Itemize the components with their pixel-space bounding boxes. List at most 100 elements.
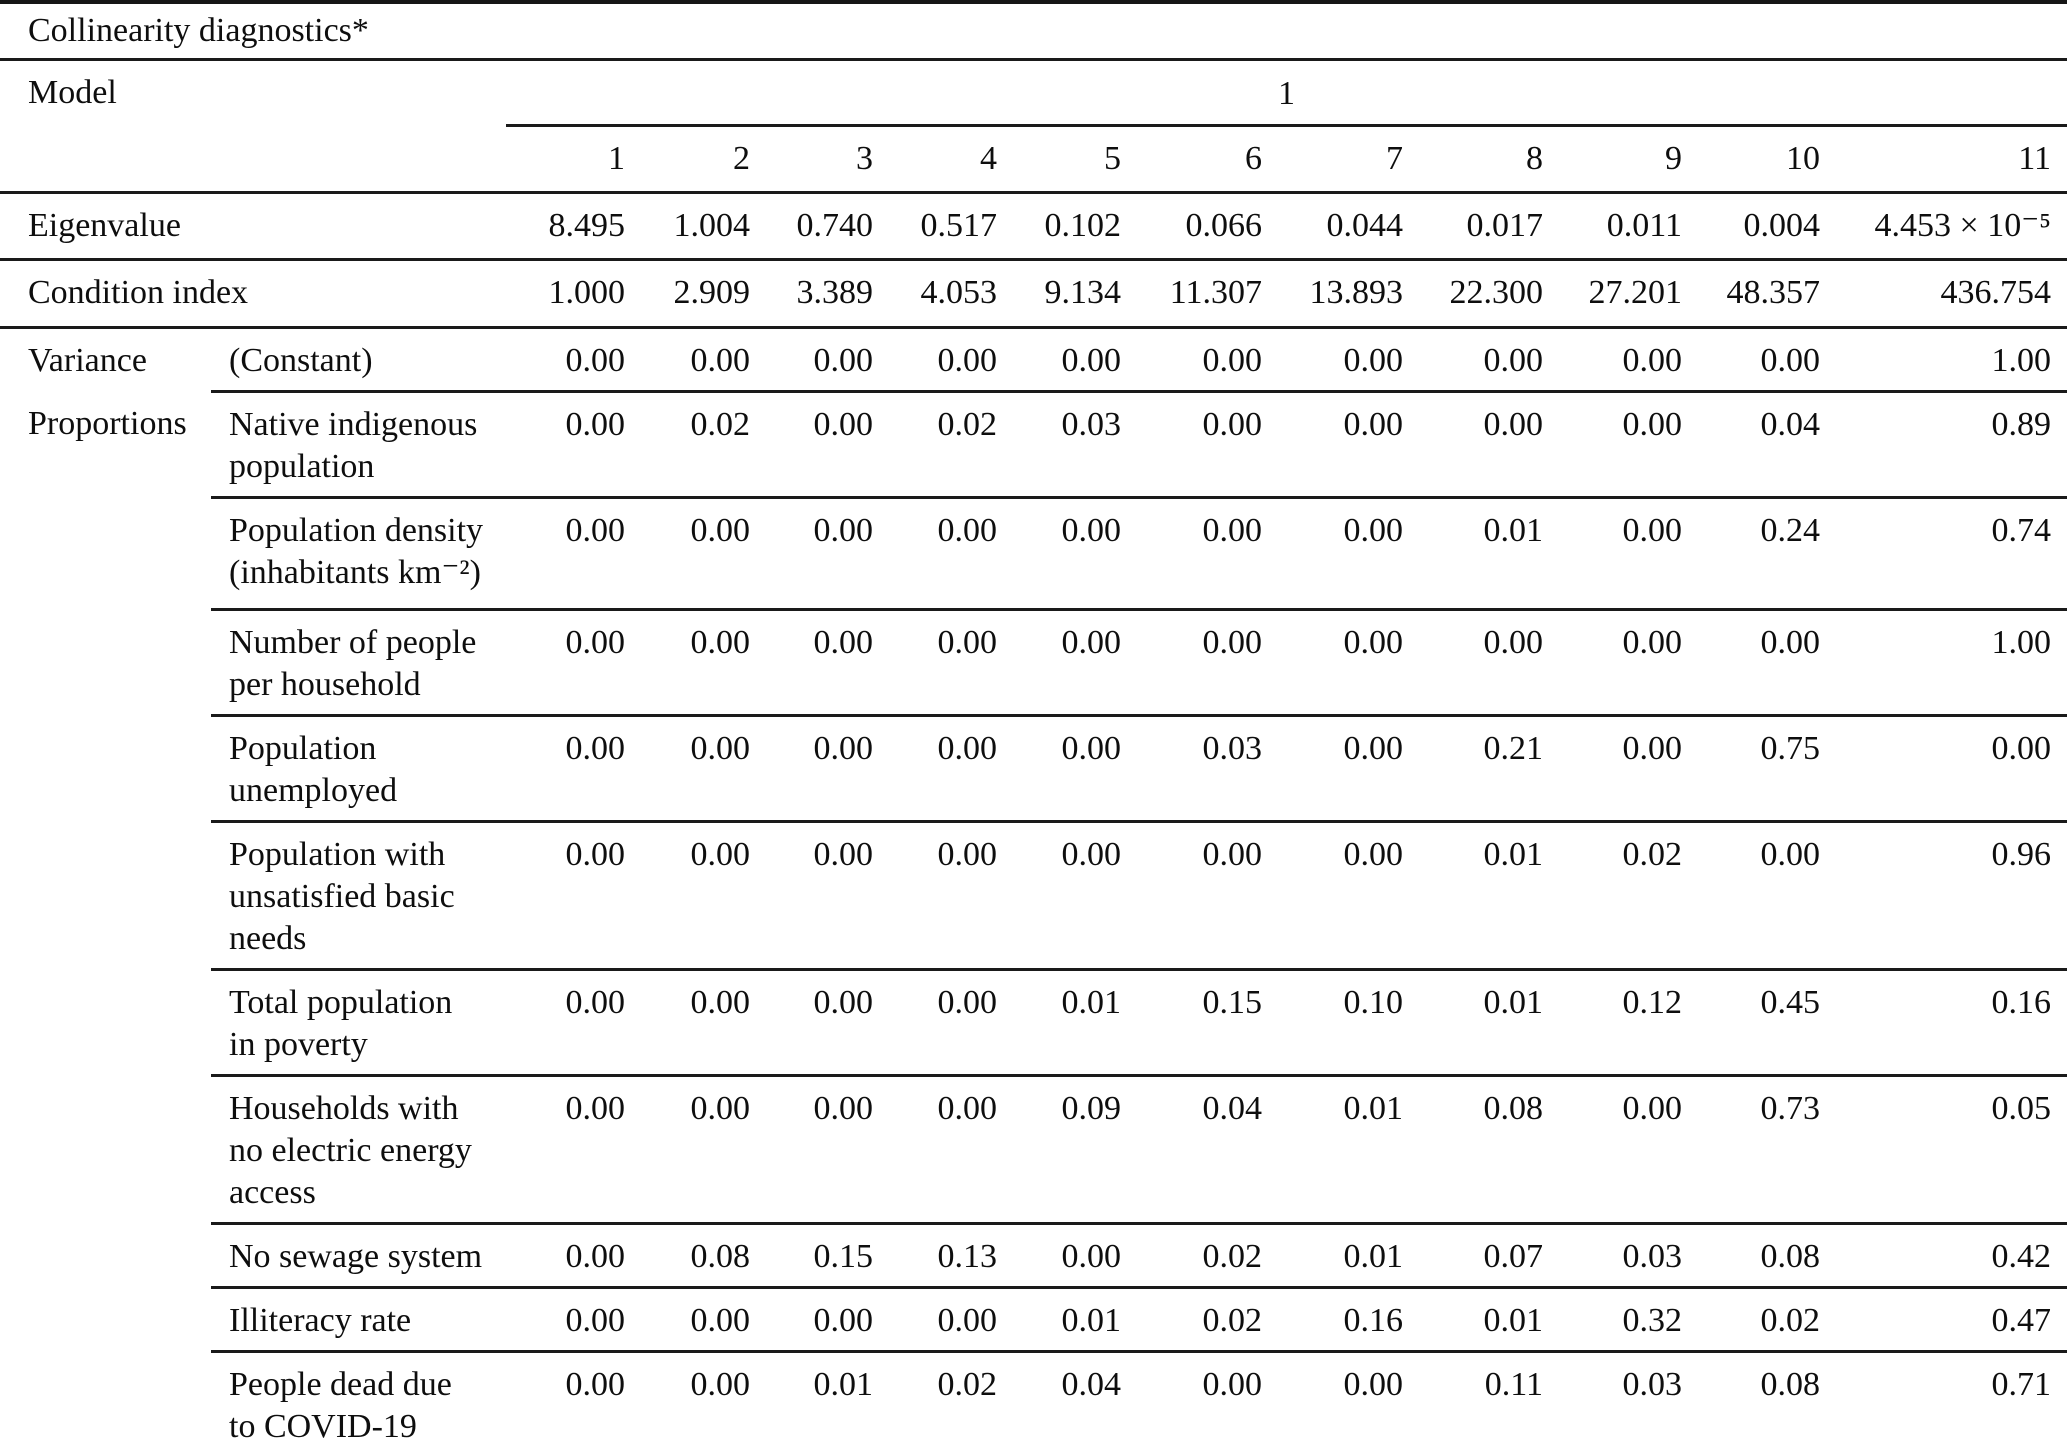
variance-group-label — [0, 1352, 211, 1454]
model-label: Model — [0, 59, 506, 194]
value-cell: 0.01 — [813, 1366, 874, 1403]
model-row: Model 1 — [0, 59, 2067, 194]
value-cell: 0.00 — [641, 609, 766, 717]
value-cell: 0.00 — [1013, 715, 1137, 823]
value-cell: 0.00 — [1559, 391, 1698, 499]
value-cell: 0.00 — [1013, 821, 1137, 971]
value-cell: 0.00 — [766, 327, 889, 393]
variable-label: (Constant) — [211, 327, 506, 393]
value-cell: 0.00 — [766, 1075, 889, 1225]
value-cell: 1.00 — [1836, 327, 2067, 393]
value-cell: 0.00 — [641, 1075, 766, 1225]
value-cell: 1.004 — [641, 192, 766, 261]
value-cell: 0.00 — [1013, 1223, 1137, 1289]
value-cell: 0.00 — [506, 391, 641, 499]
value-cell: 0.00 — [889, 497, 1013, 611]
dimension-header: 5 — [1013, 125, 1137, 194]
value-cell: 0.47 — [1836, 1287, 2067, 1353]
variance-row: Households with no electric energy acces… — [0, 1075, 2067, 1225]
variance-row: Illiteracy rate 0.00 0.00 0.00 0.00 0.01 0.02 0… — [0, 1287, 2067, 1353]
value-cell: 0.02 — [1137, 1223, 1278, 1289]
value-cell: 27.201 — [1559, 259, 1698, 329]
value-cell: 0.00 — [1137, 821, 1278, 971]
value-cell: 0.00 — [1836, 715, 2067, 823]
value-cell: 0.89 — [1836, 391, 2067, 499]
value-cell: 0.00 — [1698, 327, 1836, 393]
variable-label: Households with no electric energy acces… — [211, 1075, 506, 1225]
value-cell: 0.00 — [1419, 609, 1559, 717]
value-cell: 0.00 — [889, 715, 1013, 823]
value-cell: 0.00 — [506, 327, 641, 393]
value-cell: 0.00 — [1278, 609, 1419, 717]
dimension-header: 7 — [1278, 125, 1419, 194]
value-cell: 0.00 — [889, 1287, 1013, 1353]
value-cell: 0.00 — [506, 497, 641, 611]
value-cell: 0.21 — [1419, 715, 1559, 823]
variable-label: Population density (inhabitants km⁻²) — [211, 497, 506, 611]
dimension-header: 6 — [1137, 125, 1278, 194]
value-cell: 0.02 — [889, 391, 1013, 499]
value-cell: 0.00 — [1137, 497, 1278, 611]
value-cell: 0.00 — [1137, 391, 1278, 499]
value-cell: 0.02 — [1698, 1287, 1836, 1353]
variable-label: Number of people per household — [211, 609, 506, 717]
variance-row: Number of people per household 0.00 0.00 0.… — [0, 609, 2067, 717]
value-cell: 0.00 — [1419, 391, 1559, 499]
value-cell: 0.12 — [1559, 969, 1698, 1077]
value-cell: 48.357 — [1698, 259, 1836, 329]
value-cell: 0.00 — [1559, 497, 1698, 611]
variable-label: No sewage system — [211, 1223, 506, 1289]
value-cell: 0.017 — [1419, 192, 1559, 261]
variance-group-label — [0, 498, 211, 610]
value-cell: 0.00 — [641, 715, 766, 823]
value-cell: 0.08 — [641, 1223, 766, 1289]
value-cell: 0.00 — [641, 497, 766, 611]
value-cell: 0.00 — [889, 821, 1013, 971]
variance-row: Population density (inhabitants km⁻²) 0.0… — [0, 497, 2067, 611]
value-cell: 0.00 — [889, 609, 1013, 717]
value-cell: 0.066 — [1137, 192, 1278, 261]
value-cell: 0.75 — [1698, 715, 1836, 823]
value-cell: 0.08 — [1760, 1366, 1821, 1403]
value-cell: 0.011 — [1559, 192, 1698, 261]
value-cell: 0.00 — [766, 715, 889, 823]
variance-group-label — [0, 1076, 211, 1224]
value-cell: 0.517 — [889, 192, 1013, 261]
value-cell: 0.01 — [1013, 1287, 1137, 1353]
value-cell: 0.00 — [1559, 715, 1698, 823]
table-title: Collinearity diagnostics* — [0, 2, 2067, 61]
value-cell: 0.74 — [1836, 497, 2067, 611]
value-cell: 0.08 — [1419, 1075, 1559, 1225]
stat-row: Eigenvalue 8.495 1.004 0.740 0.517 0.102 0.066… — [0, 192, 2067, 261]
value-cell: 1.00 — [1836, 609, 2067, 717]
variable-label: People dead due to COVID-19 — [229, 1366, 452, 1445]
value-cell: 0.740 — [766, 192, 889, 261]
variable-label: Total population in poverty — [211, 969, 506, 1077]
dimension-header: 10 — [1698, 125, 1836, 194]
stat-row-label: Condition index — [0, 259, 506, 329]
value-cell: 0.09 — [1013, 1075, 1137, 1225]
value-cell: 0.00 — [506, 1287, 641, 1353]
value-cell: 0.04 — [1061, 1366, 1122, 1403]
variance-group-label: Proportions — [28, 404, 187, 442]
variable-label: Illiteracy rate — [211, 1287, 506, 1353]
value-cell: 0.02 — [1137, 1287, 1278, 1353]
dimension-header: 3 — [766, 125, 889, 194]
value-cell: 0.00 — [766, 1287, 889, 1353]
value-cell: 0.10 — [1278, 969, 1419, 1077]
value-cell: 0.03 — [1013, 391, 1137, 499]
dimension-header: 11 — [1836, 125, 2067, 194]
value-cell: 0.96 — [1836, 821, 2067, 971]
value-cell: 0.00 — [565, 1366, 626, 1403]
value-cell: 0.00 — [1137, 609, 1278, 717]
value-cell: 11.307 — [1137, 259, 1278, 329]
value-cell: 0.02 — [937, 1366, 998, 1403]
value-cell: 0.00 — [766, 497, 889, 611]
value-cell: 0.00 — [1343, 1366, 1404, 1403]
value-cell: 0.00 — [1278, 715, 1419, 823]
value-cell: 0.00 — [766, 969, 889, 1077]
value-cell: 0.45 — [1698, 969, 1836, 1077]
variable-label: Population unemployed — [211, 715, 506, 823]
value-cell: 0.00 — [1698, 609, 1836, 717]
